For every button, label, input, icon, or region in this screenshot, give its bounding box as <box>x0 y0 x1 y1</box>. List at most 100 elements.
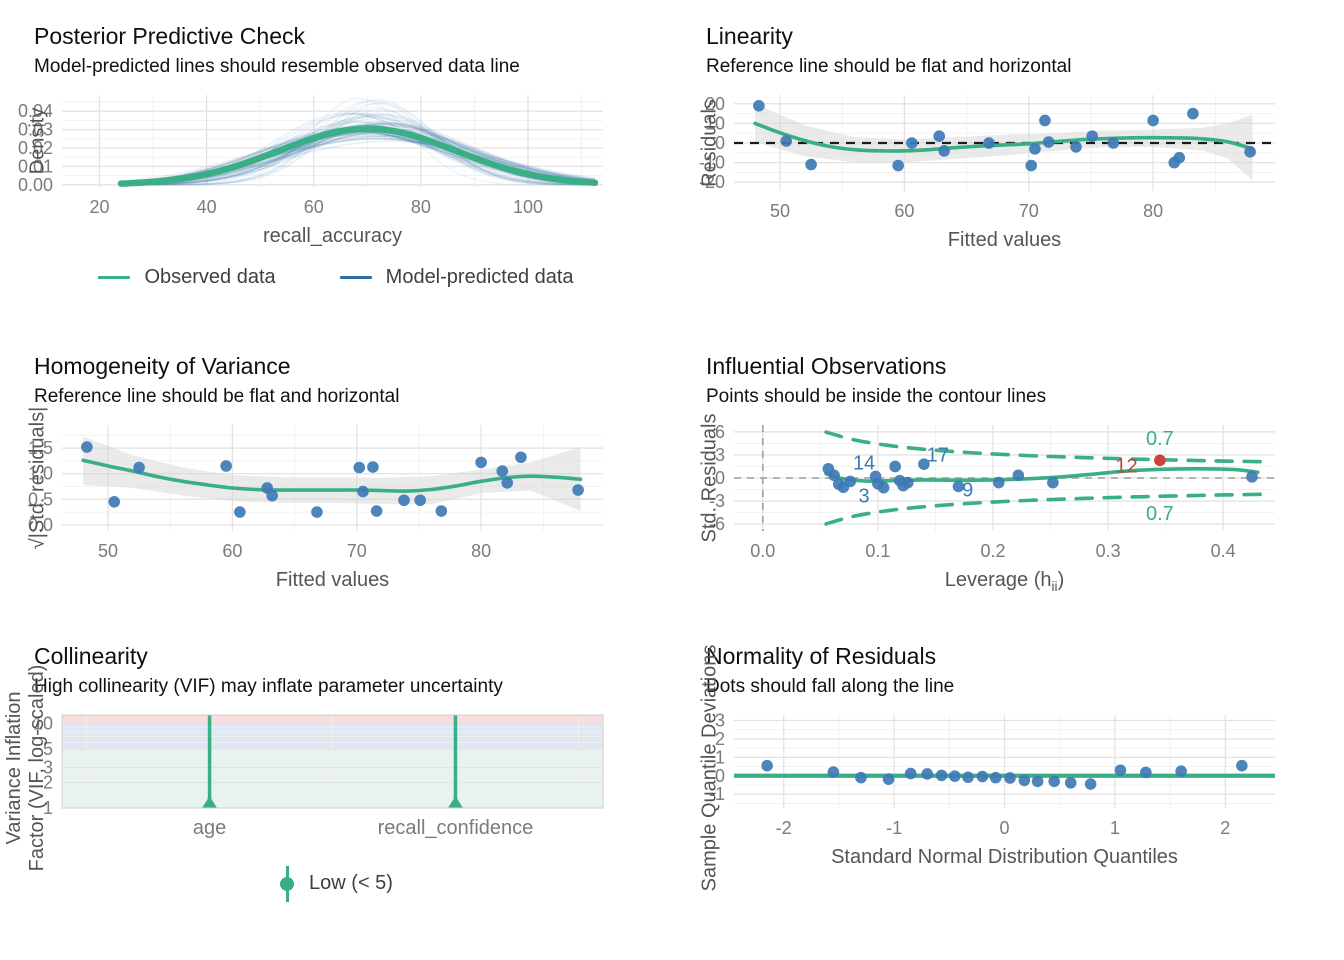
plot-area: Std. Residuals 14 17 3 9 12 0.7 0.7 -6 -3 0 3 6 0.0 0… <box>672 413 1344 567</box>
panel-subtitle: High collinearity (VIF) may inflate para… <box>34 675 503 697</box>
svg-text:2: 2 <box>1220 818 1230 838</box>
svg-text:0: 0 <box>999 818 1009 838</box>
svg-text:100: 100 <box>513 197 543 217</box>
density-chart: 0.000.010.020.030.04 20 40 60 80 100 <box>18 94 603 217</box>
x-axis-label: recall_accuracy <box>263 224 402 247</box>
svg-text:recall_confidence: recall_confidence <box>378 817 534 839</box>
svg-text:20: 20 <box>89 197 109 217</box>
ppc-legend: Observed data Model-predicted data <box>0 266 672 289</box>
svg-text:3: 3 <box>715 444 725 464</box>
svg-text:60: 60 <box>304 197 324 217</box>
svg-text:2: 2 <box>43 772 53 792</box>
svg-text:80: 80 <box>1143 201 1163 221</box>
svg-text:80: 80 <box>471 541 491 561</box>
panel-linearity: Linearity Reference line should be flat … <box>672 0 1344 342</box>
svg-text:1.0: 1.0 <box>28 463 53 483</box>
svg-text:-2: -2 <box>776 818 792 838</box>
svg-text:5: 5 <box>43 738 53 758</box>
legend-label: Low (< 5) <box>309 872 393 894</box>
svg-text:50: 50 <box>770 201 790 221</box>
svg-text:-20: -20 <box>699 172 725 192</box>
panel-collinearity: Collinearity High collinearity (VIF) may… <box>0 630 672 960</box>
svg-text:20: 20 <box>705 93 725 113</box>
svg-text:60: 60 <box>894 201 914 221</box>
panel-normality-of-residuals: Normality of Residuals Dots should fall … <box>672 630 1344 960</box>
svg-text:1: 1 <box>43 798 53 818</box>
panel-subtitle: Model-predicted lines should resemble ob… <box>34 55 520 77</box>
svg-text:1: 1 <box>715 747 725 767</box>
legend-item-observed: Observed data <box>98 265 276 289</box>
plot-area: Density 0.00 0.01 0.02 0.03 0.04 20 40 60 80 100 <box>0 87 672 223</box>
panel-subtitle: Dots should fall along the line <box>706 675 955 697</box>
svg-text:-3: -3 <box>709 491 725 511</box>
svg-text:0.4: 0.4 <box>1211 541 1236 561</box>
predicted-line-swatch <box>339 275 372 279</box>
svg-text:60: 60 <box>222 541 242 561</box>
legend-item-predicted: Model-predicted data <box>339 265 574 289</box>
scale-location-chart: 0.0 0.5 1.0 1.5 50 60 70 80 <box>28 424 603 561</box>
plot-area: Variance Inflation Factor (VIF, log-scal… <box>0 664 672 871</box>
svg-text:-6: -6 <box>709 514 725 534</box>
y-axis-label: Sample Quantile Deviations <box>698 644 721 891</box>
svg-text:9: 9 <box>962 479 973 501</box>
y-axis-label: Variance Inflation Factor (VIF, log-scal… <box>3 664 48 871</box>
svg-text:0.7: 0.7 <box>1146 503 1174 525</box>
svg-text:3: 3 <box>715 710 725 730</box>
svg-text:0.03: 0.03 <box>18 119 53 139</box>
svg-text:0.0: 0.0 <box>750 541 775 561</box>
svg-text:0.2: 0.2 <box>980 541 1005 561</box>
svg-text:40: 40 <box>197 197 217 217</box>
svg-text:0.01: 0.01 <box>18 156 53 176</box>
svg-text:0: 0 <box>715 468 725 488</box>
legend-label: Model-predicted data <box>385 265 574 288</box>
y-axis-label: Residuals <box>698 98 721 187</box>
plot-area: √|Std. residuals| 0.0 0.5 1.0 1.5 50 60 70 80 <box>0 406 672 567</box>
legend-label: Observed data <box>144 265 276 288</box>
vif-legend: Low (< 5) <box>0 865 672 902</box>
panel-title: Linearity <box>706 23 793 49</box>
panel-title: Normality of Residuals <box>706 643 937 669</box>
svg-text:2: 2 <box>715 728 725 748</box>
svg-text:80: 80 <box>411 197 431 217</box>
y-axis-label: √|Std. residuals| <box>26 406 49 549</box>
svg-text:1: 1 <box>1110 818 1120 838</box>
svg-text:0.02: 0.02 <box>18 137 53 157</box>
panel-influential-observations: Influential Observations Points should b… <box>672 342 1344 630</box>
panel-title: Posterior Predictive Check <box>34 23 305 49</box>
svg-text:-1: -1 <box>886 818 902 838</box>
svg-text:0.7: 0.7 <box>1146 427 1174 449</box>
panel-title: Homogeneity of Variance <box>34 353 291 379</box>
svg-text:1.5: 1.5 <box>28 438 53 458</box>
panel-posterior-predictive-check: Posterior Predictive Check Model-predict… <box>0 0 672 342</box>
observed-line-swatch <box>98 275 131 279</box>
svg-text:10: 10 <box>33 713 53 733</box>
panel-title: Collinearity <box>34 643 148 669</box>
plot-area: Residuals -20 -10 0 10 20 50 60 70 80 <box>672 87 1344 227</box>
svg-text:-1: -1 <box>709 784 725 804</box>
y-axis-label: Std. Residuals <box>698 413 721 542</box>
svg-text:6: 6 <box>715 421 725 441</box>
x-axis-label: Fitted values <box>275 568 390 591</box>
svg-text:0: 0 <box>715 765 725 785</box>
leverage-chart: 14 17 3 9 12 0.7 0.7 -6 -3 0 3 6 0.0 0.1 0.2 0.3 0.4 <box>709 421 1275 561</box>
svg-text:0.04: 0.04 <box>18 101 53 121</box>
low-vif-point-swatch <box>279 865 295 902</box>
x-axis-label: Standard Normal Distribution Quantiles <box>831 845 1178 868</box>
legend-item-low-vif: Low (< 5) <box>279 865 393 902</box>
panel-subtitle: Points should be inside the contour line… <box>706 385 1047 407</box>
svg-text:0.0: 0.0 <box>28 514 53 534</box>
svg-text:0.1: 0.1 <box>865 541 890 561</box>
svg-text:17: 17 <box>927 444 949 466</box>
svg-text:0.00: 0.00 <box>18 174 53 194</box>
svg-text:14: 14 <box>853 452 875 474</box>
plot-area: Sample Quantile Deviations -1 0 1 2 3 -2 -1 0 1 2 <box>672 644 1344 891</box>
svg-text:3: 3 <box>859 485 870 507</box>
svg-text:12: 12 <box>1115 455 1137 477</box>
svg-text:70: 70 <box>1019 201 1039 221</box>
svg-text:3: 3 <box>43 757 53 777</box>
svg-text:-10: -10 <box>699 152 725 172</box>
panel-subtitle: Reference line should be flat and horizo… <box>34 385 400 407</box>
